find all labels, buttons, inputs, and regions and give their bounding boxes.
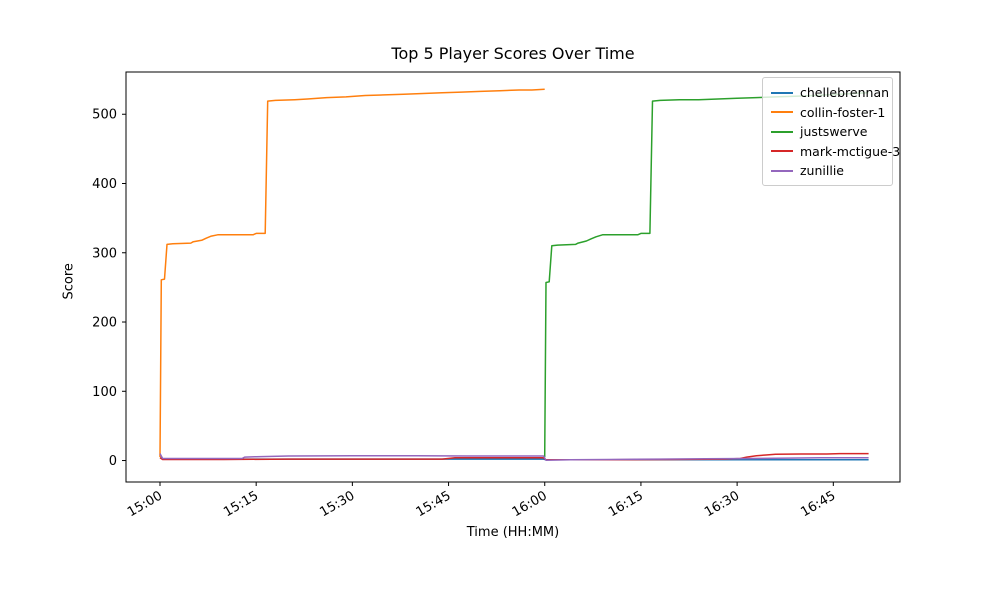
legend-label: zunillie [800, 163, 844, 179]
y-tick-label: 0 [109, 454, 117, 469]
series-line-collin-foster-1 [159, 88, 545, 458]
legend-label: mark-mctigue-3 [800, 143, 901, 159]
legend-swatch-collin-foster-1 [771, 111, 793, 114]
legend: chellebrennan collin-foster-1 justswerve ma… [762, 77, 900, 186]
series-line-zunillie [159, 453, 869, 461]
y-tick-label: 500 [92, 108, 117, 123]
y-axis-label: Score [61, 263, 77, 300]
x-tick-label: 15:45 [414, 488, 454, 520]
legend-item-mark-mctigue-3: mark-mctigue-3 [771, 142, 900, 162]
legend-item-zunillie: zunillie [771, 161, 884, 181]
plot-border [125, 71, 901, 483]
legend-swatch-chellebrennan [771, 91, 793, 94]
y-tick-label: 400 [92, 177, 117, 192]
legend-label: justswerve [800, 124, 868, 140]
legend-item-justswerve: justswerve [771, 122, 884, 142]
x-tick-label: 15:30 [317, 488, 357, 520]
legend-swatch-zunillie [771, 169, 793, 172]
chart-title: Top 5 Player Scores Over Time [391, 44, 635, 63]
x-tick-label: 16:15 [606, 488, 646, 520]
x-tick-label: 16:30 [702, 488, 742, 520]
legend-label: collin-foster-1 [800, 104, 886, 120]
legend-swatch-justswerve [771, 130, 793, 133]
x-tick-label: 15:00 [125, 488, 165, 520]
legend-label: chellebrennan [800, 85, 890, 101]
legend-swatch-mark-mctigue-3 [771, 150, 793, 153]
x-tick-label: 16:00 [510, 488, 550, 520]
legend-item-chellebrennan: chellebrennan [771, 83, 889, 103]
x-axis-label: Time (HH:MM) [466, 525, 560, 540]
y-tick-label: 200 [92, 316, 117, 331]
x-tick-label: 15:15 [221, 488, 261, 520]
legend-item-collin-foster-1: collin-foster-1 [771, 103, 886, 123]
y-tick-label: 100 [92, 385, 117, 400]
y-tick-label: 300 [92, 246, 117, 261]
x-tick-label: 16:45 [798, 488, 838, 520]
